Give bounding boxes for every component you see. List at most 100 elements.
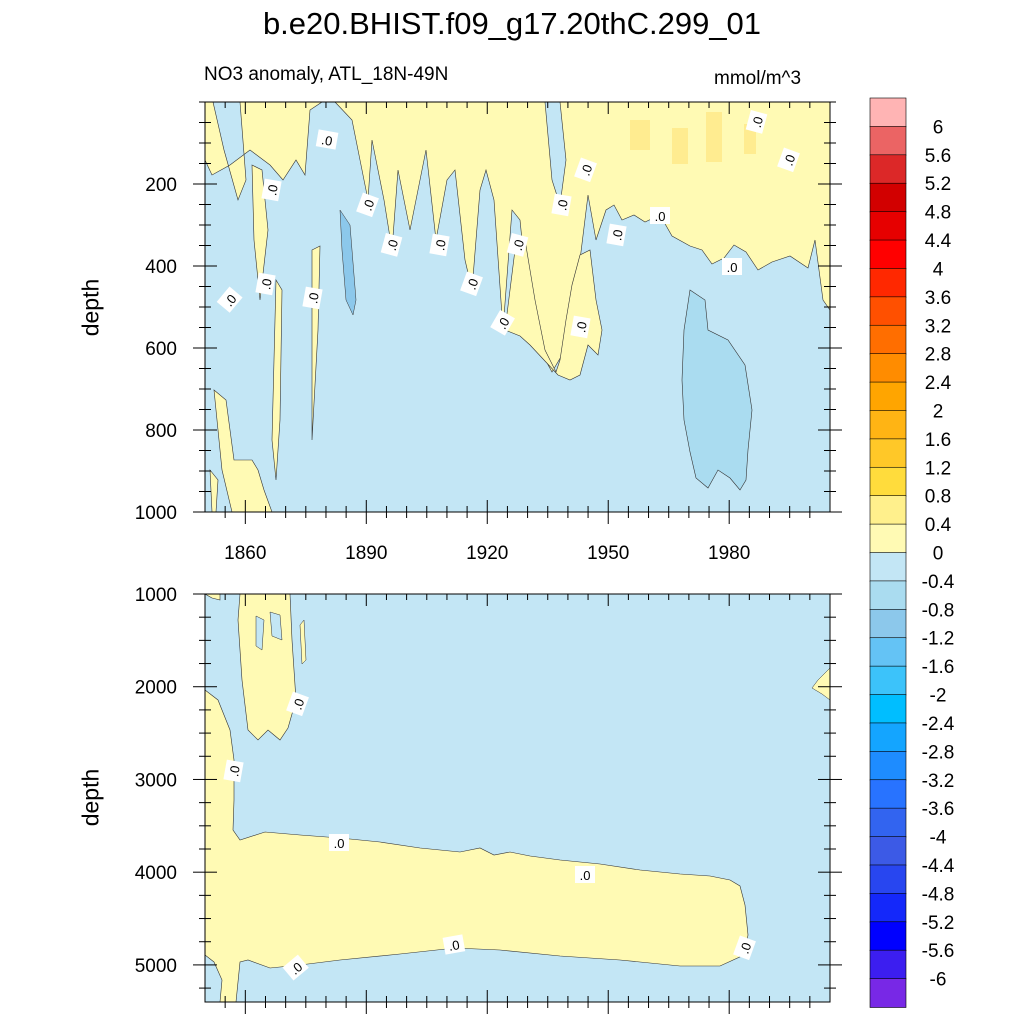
contour-label-17: .0 <box>490 309 515 336</box>
xtick-label-5: 1980 <box>708 543 750 564</box>
upper-warm-patch-1 <box>630 120 650 150</box>
contour-label-11: .0 <box>745 110 768 134</box>
contour-label-text: .0 <box>781 153 799 168</box>
contour-label-18: .0 <box>570 315 591 339</box>
contour-label-text: .0 <box>580 868 591 883</box>
chart-subtitle: NO3 anomaly, ATL_18N-49N <box>204 64 449 85</box>
contour-label-24: .0 <box>442 934 466 955</box>
xtick-label-2: 1890 <box>345 543 387 564</box>
xtick-label-1: 1860 <box>224 543 266 564</box>
upper-positive-tongue <box>504 239 603 381</box>
contour-label-box <box>302 286 323 310</box>
colorbar-label-3: 5.2 <box>925 174 951 195</box>
colorbar-swatch-26 <box>869 807 907 838</box>
colorbar-swatch-14 <box>869 466 907 497</box>
contour-label-text: .0 <box>334 836 345 851</box>
contour-label-box <box>442 934 466 955</box>
contour-label-text: .0 <box>320 132 333 149</box>
contour-label-box <box>733 935 756 961</box>
chart-title: b.e20.BHIST.f09_g17.20thC.299_01 <box>262 6 762 41</box>
units-label: mmol/m^3 <box>714 68 802 89</box>
colorbar-label-5: 4.4 <box>925 231 952 252</box>
contour-label-box <box>329 834 349 851</box>
contour-label-text: .0 <box>360 198 378 213</box>
colorbar-swatch-17 <box>869 552 907 582</box>
contour-label-box <box>261 178 282 202</box>
colorbar-label-25: -3.6 <box>922 799 955 820</box>
contour-label-text: .0 <box>573 320 590 333</box>
panel-2-ytick-label-2: 2000 <box>135 678 177 699</box>
contour-label-text: .0 <box>447 937 460 954</box>
contour-label-text: .0 <box>510 238 527 252</box>
contour-label-23: .0 <box>575 866 595 883</box>
upper-negative-lens <box>681 289 753 491</box>
contour-label-box <box>745 110 768 134</box>
colorbar-label-11: 2 <box>933 401 944 422</box>
colorbar-swatch-4 <box>869 182 907 213</box>
colorbar-swatch-30 <box>869 921 907 951</box>
contour-label-box <box>650 207 670 224</box>
contour-label-1: .0 <box>315 129 339 150</box>
contour-label-text: .0 <box>578 163 596 178</box>
colorbar-swatch-19 <box>869 609 907 639</box>
contour-label-box <box>282 954 309 981</box>
upper-negative-sliver <box>339 209 357 316</box>
contour-label-text: .0 <box>737 941 755 956</box>
colorbar-label-18: -0.8 <box>922 600 955 621</box>
colorbar-swatch-7 <box>869 268 907 298</box>
panel-2-ytick-label-3: 3000 <box>135 770 177 791</box>
panel-1-ytick-label-1: 200 <box>145 175 177 196</box>
contour-label-box <box>315 129 339 150</box>
contour-label-box <box>380 233 403 257</box>
xtick-label-3: 1920 <box>466 543 508 564</box>
contour-label-20: .0 <box>286 691 309 717</box>
contour-label-box <box>722 258 742 275</box>
colorbar-label-24: -3.2 <box>922 771 955 792</box>
colorbar-swatch-29 <box>869 893 907 923</box>
contour-label-box <box>460 271 483 297</box>
colorbar-swatch-10 <box>869 353 907 383</box>
colorbar-swatch-22 <box>869 694 907 724</box>
colorbar-swatch-20 <box>869 637 907 667</box>
colorbar-label-2: 5.6 <box>925 146 951 167</box>
lower-hole-2 <box>269 611 283 641</box>
panel-2-ytick-label-4: 4000 <box>135 863 177 884</box>
contour-label-box <box>223 759 244 783</box>
colorbar-swatch-21 <box>869 665 907 696</box>
colorbar-label-9: 2.8 <box>925 345 951 366</box>
panel-1-ytick-label-2: 400 <box>145 257 177 278</box>
contour-label-box <box>356 192 379 218</box>
colorbar-swatch-15 <box>869 495 907 525</box>
colorbar-label-4: 4.8 <box>925 203 951 224</box>
xtick-label-4: 1950 <box>587 543 629 564</box>
contour-label-text: .0 <box>384 238 401 252</box>
colorbar-label-13: 1.2 <box>925 458 951 479</box>
panel-1-ytick-label-3: 600 <box>145 339 177 360</box>
panel-2-ytick-label-5: 5000 <box>135 956 177 977</box>
colorbar-swatch-3 <box>869 154 907 185</box>
colorbar-swatch-6 <box>869 239 907 270</box>
lower-sliver <box>299 619 307 665</box>
colorbar-label-14: 0.8 <box>925 487 951 508</box>
colorbar-swatch-23 <box>869 722 907 753</box>
contour-label-25: .0 <box>282 954 309 981</box>
colorbar-swatch-32 <box>869 978 907 1008</box>
colorbar-swatch-11 <box>869 381 907 412</box>
colorbar-swatch-12 <box>869 410 907 440</box>
contour-label-text: .0 <box>432 238 449 251</box>
colorbar-label-26: -4 <box>930 828 947 849</box>
colorbar-label-8: 3.2 <box>925 316 951 337</box>
contour-label-text: .0 <box>727 260 738 275</box>
panel-1-ytick-label-5: 1000 <box>135 503 177 524</box>
lower-hole-1 <box>255 615 265 651</box>
colorbar-label-17: -0.4 <box>922 572 955 593</box>
colorbar-label-10: 2.4 <box>925 373 952 394</box>
colorbar-label-6: 4 <box>933 259 944 280</box>
contour-label-text: .0 <box>749 115 766 129</box>
colorbar-swatch-28 <box>869 864 907 895</box>
contour-label-box <box>606 223 627 247</box>
contour-label-box <box>216 286 243 313</box>
colorbar-label-19: -1.2 <box>922 629 955 650</box>
contour-label-14: .0 <box>255 272 276 296</box>
panel-2-frame <box>204 593 831 1003</box>
